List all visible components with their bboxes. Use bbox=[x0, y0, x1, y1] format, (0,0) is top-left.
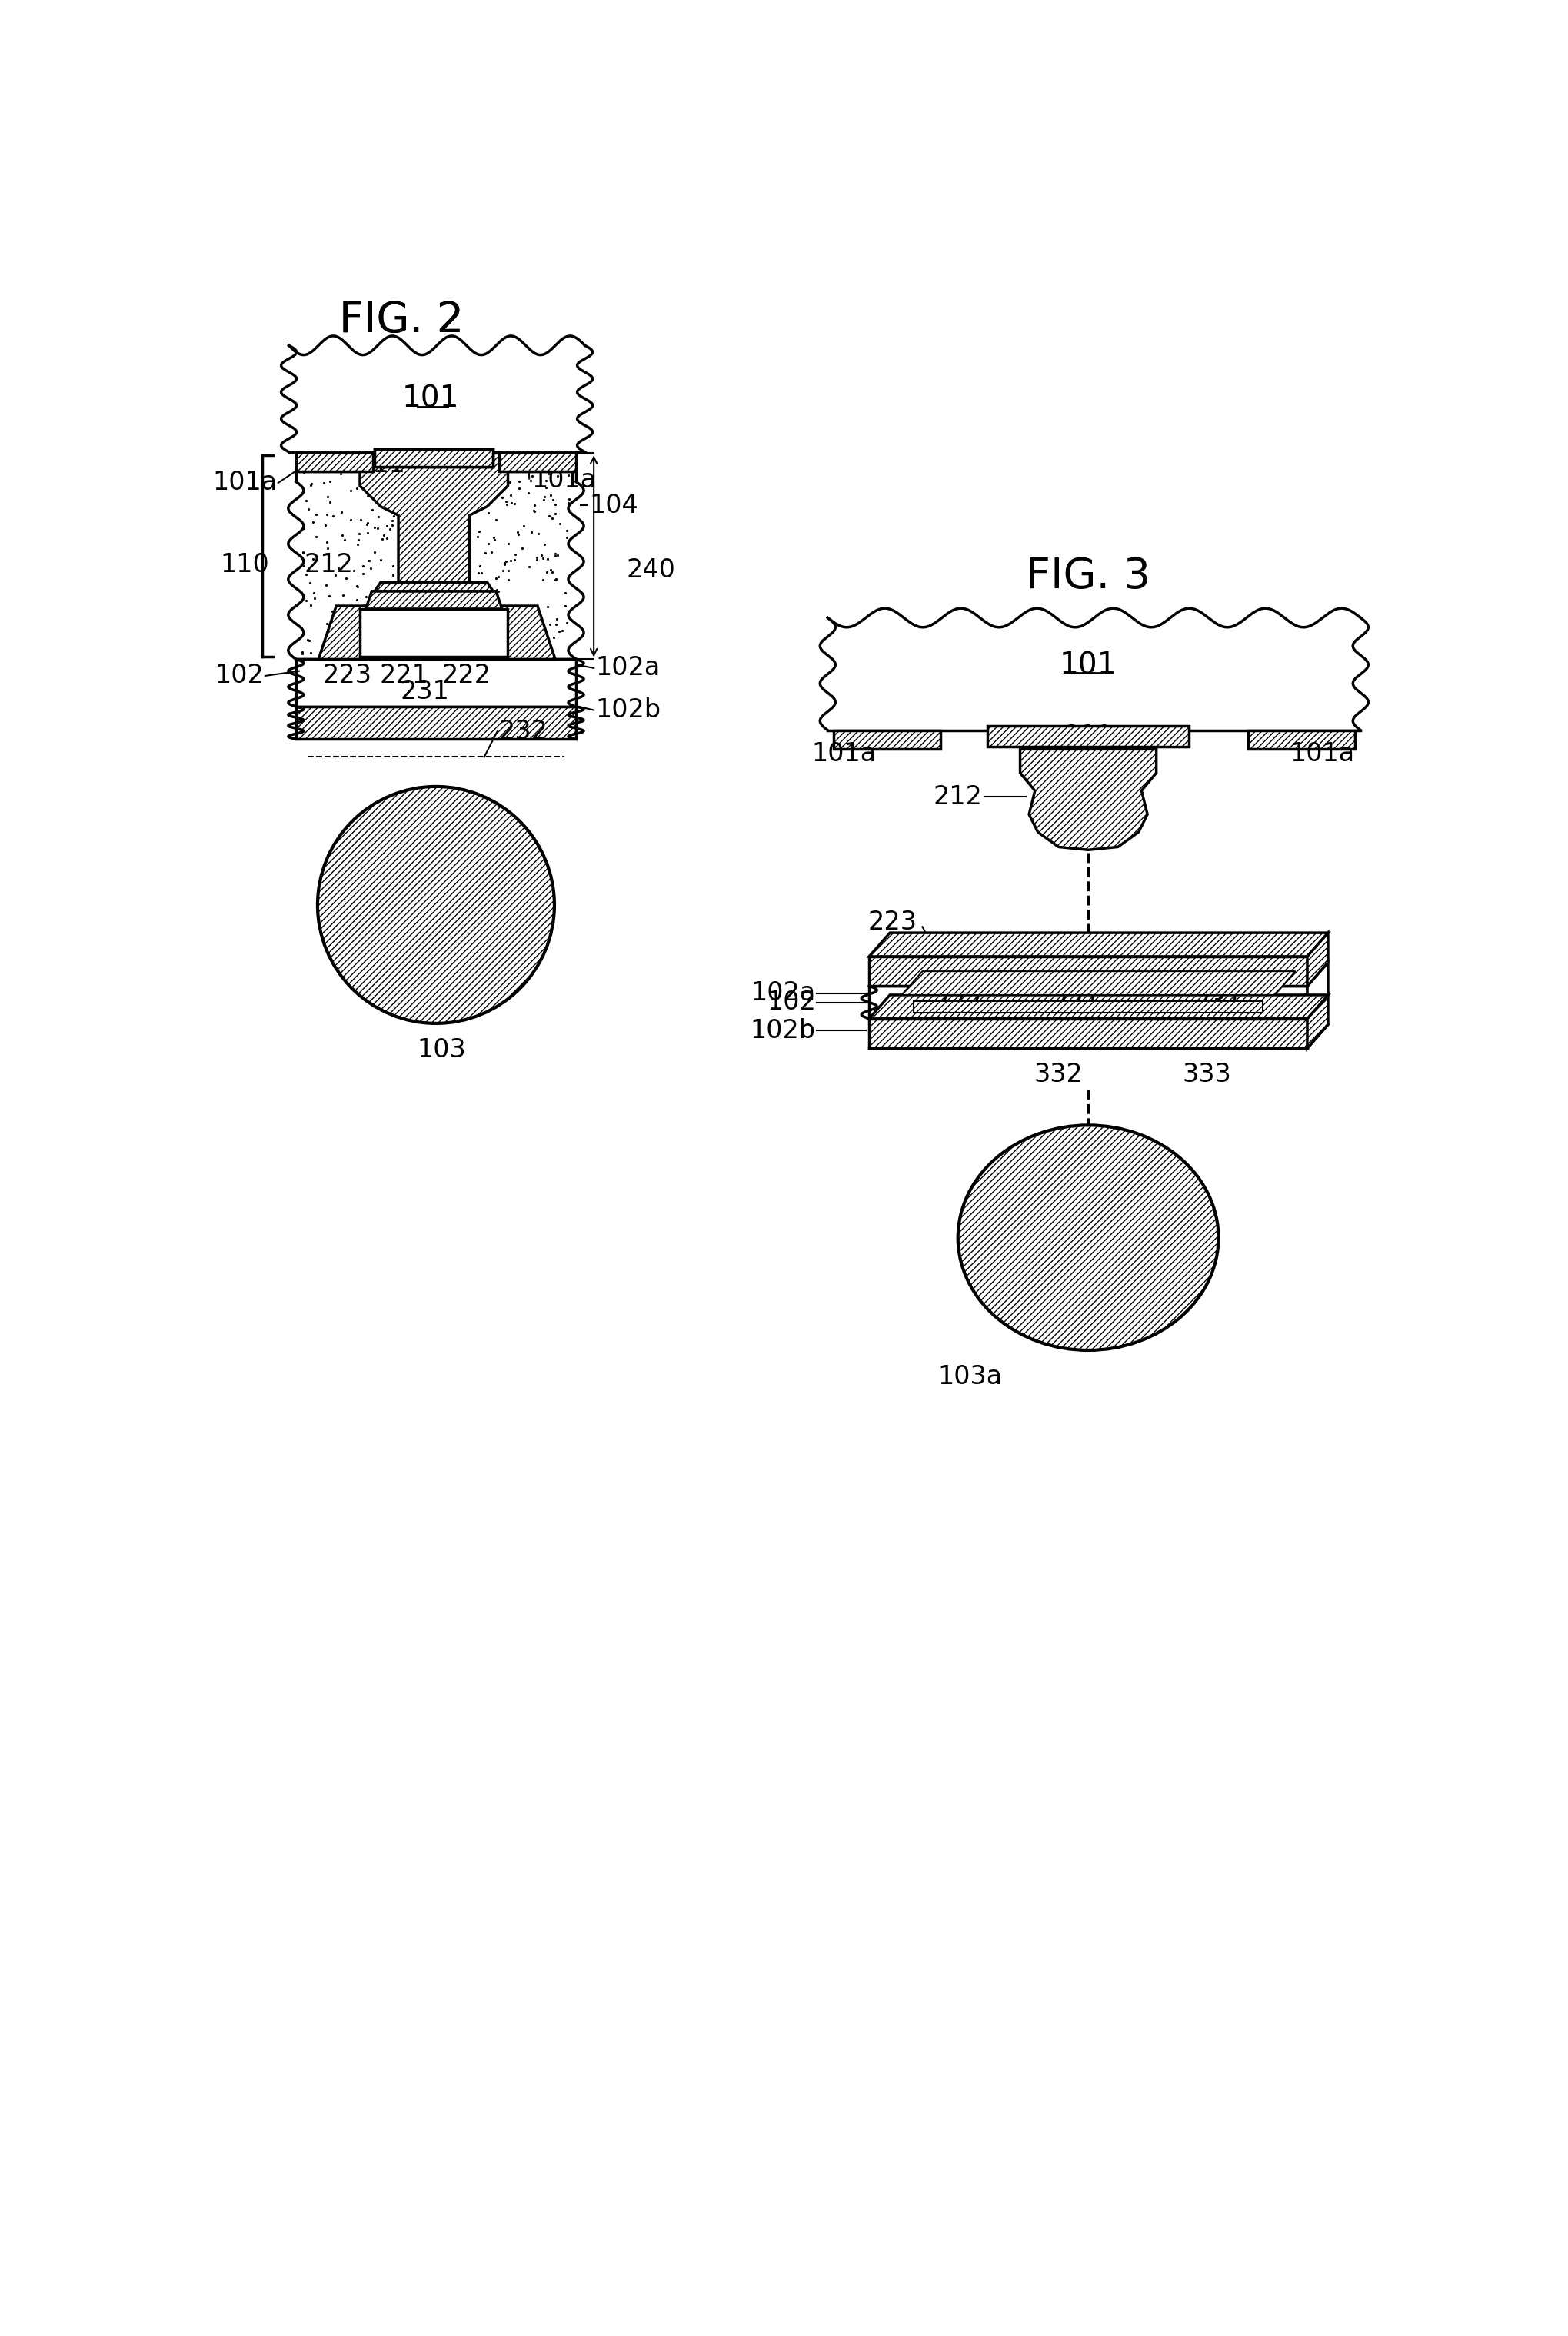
Text: 211: 211 bbox=[1063, 724, 1112, 750]
Polygon shape bbox=[902, 972, 1295, 995]
Bar bbox=[988, 726, 1189, 745]
Text: 221: 221 bbox=[1051, 990, 1101, 1016]
Text: 231: 231 bbox=[400, 680, 450, 705]
Text: 101a: 101a bbox=[812, 741, 877, 766]
Bar bbox=[869, 955, 1306, 986]
Text: 222: 222 bbox=[933, 990, 982, 1016]
Polygon shape bbox=[359, 453, 508, 654]
Text: 103: 103 bbox=[417, 1037, 466, 1063]
Text: 103a: 103a bbox=[938, 1364, 1002, 1390]
Polygon shape bbox=[1306, 932, 1328, 986]
Polygon shape bbox=[869, 995, 1328, 1018]
Bar bbox=[499, 453, 575, 472]
Text: 104: 104 bbox=[590, 493, 638, 519]
Bar bbox=[1248, 731, 1355, 750]
Text: 212: 212 bbox=[304, 551, 353, 577]
Text: 101a: 101a bbox=[212, 470, 278, 495]
Polygon shape bbox=[1306, 962, 1328, 1018]
Polygon shape bbox=[318, 605, 555, 659]
Bar bbox=[902, 995, 1275, 1009]
Bar bbox=[296, 659, 575, 705]
Bar bbox=[869, 986, 1306, 1018]
Polygon shape bbox=[869, 932, 1328, 955]
Circle shape bbox=[317, 787, 554, 1023]
Text: 222: 222 bbox=[442, 663, 491, 689]
Bar bbox=[375, 449, 492, 467]
Text: FIG. 3: FIG. 3 bbox=[1025, 556, 1149, 598]
Bar bbox=[499, 453, 575, 472]
Ellipse shape bbox=[958, 1126, 1218, 1350]
Text: 231: 231 bbox=[1193, 990, 1242, 1016]
Polygon shape bbox=[1306, 995, 1328, 1049]
Text: 212: 212 bbox=[933, 785, 982, 808]
Bar bbox=[869, 1018, 1306, 1049]
Bar bbox=[296, 453, 373, 472]
Text: 101a: 101a bbox=[532, 467, 596, 493]
Text: 102a: 102a bbox=[596, 656, 660, 680]
Text: FIG. 2: FIG. 2 bbox=[339, 299, 464, 341]
Text: 223: 223 bbox=[867, 909, 917, 934]
Bar bbox=[296, 705, 575, 738]
Text: 101: 101 bbox=[401, 383, 459, 413]
Polygon shape bbox=[1019, 750, 1156, 850]
Text: 240: 240 bbox=[626, 558, 676, 584]
Bar bbox=[375, 449, 492, 467]
Text: 102: 102 bbox=[215, 663, 263, 689]
Bar bbox=[833, 731, 939, 750]
Text: 101a: 101a bbox=[1289, 741, 1353, 766]
Bar bbox=[296, 453, 373, 472]
Text: 102: 102 bbox=[767, 990, 815, 1016]
Text: 102a: 102a bbox=[751, 981, 815, 1007]
Text: 102b: 102b bbox=[596, 698, 660, 722]
Bar bbox=[913, 1000, 1262, 1014]
Bar bbox=[359, 610, 508, 656]
Text: 232: 232 bbox=[499, 719, 547, 745]
Polygon shape bbox=[375, 582, 492, 591]
Text: 101: 101 bbox=[1058, 649, 1116, 680]
Text: FIG. 2: FIG. 2 bbox=[339, 299, 464, 341]
Text: 332: 332 bbox=[1033, 1063, 1082, 1089]
Polygon shape bbox=[365, 591, 502, 610]
Text: 223: 223 bbox=[321, 663, 372, 689]
Text: 333: 333 bbox=[1182, 1063, 1231, 1089]
Text: 211: 211 bbox=[356, 453, 405, 479]
Text: 110: 110 bbox=[220, 551, 268, 577]
Text: 102b: 102b bbox=[750, 1018, 815, 1044]
Text: 221: 221 bbox=[379, 663, 428, 689]
